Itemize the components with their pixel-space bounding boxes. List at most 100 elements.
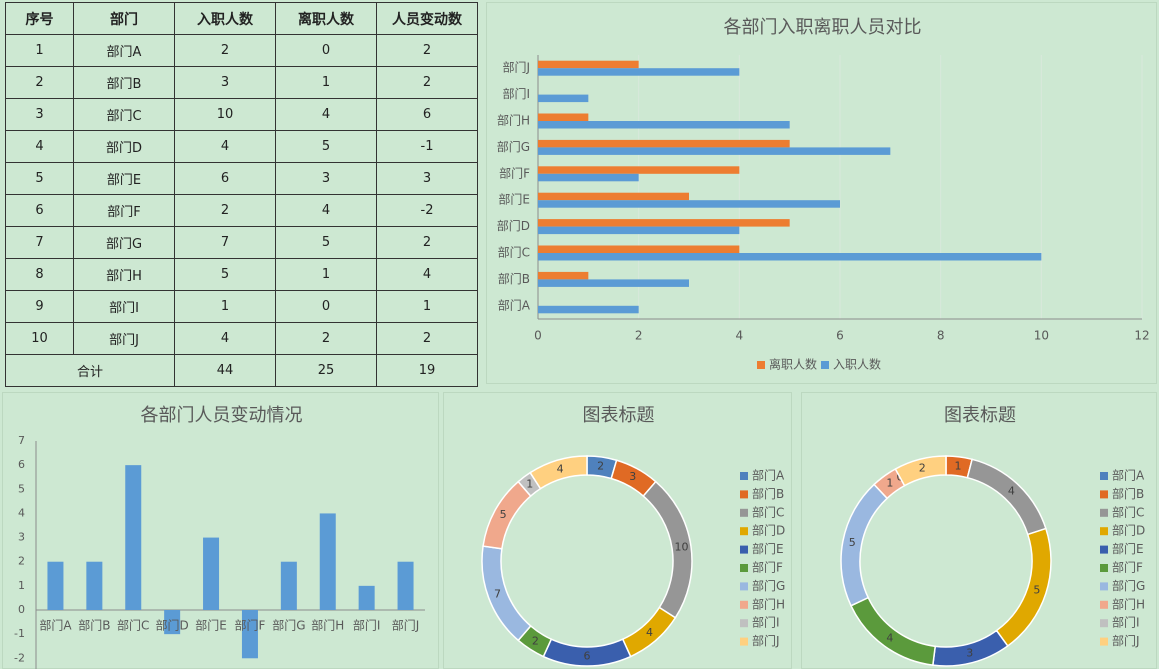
vbar-bar [47,561,64,610]
donut-slice [995,527,1052,647]
donut-legend-label: 部门F [1112,560,1143,575]
table-total-cell: 44 [174,354,276,387]
donut-legend-swatch [1100,527,1108,536]
header-dept: 部门 [73,2,175,35]
vbar-bar [86,561,103,610]
table-cell: 6 [5,194,74,227]
donut-data-label: 5 [1033,584,1040,597]
donut-data-label: 4 [1008,484,1015,497]
hbar-x-tick-label: 0 [534,329,542,343]
hbar-bar-hired [538,279,689,287]
table-cell: 0 [275,34,377,67]
vbar-bar [125,465,142,610]
vbar-chart-title: 各部门人员变动情况 [140,405,303,426]
table-cell: 1 [174,290,276,323]
donut-legend-label: 部门A [1112,468,1145,483]
hbar-x-tick-label: 10 [1034,329,1049,343]
legend-label-hired: 入职人数 [833,357,881,372]
donut-data-label: 10 [675,540,689,553]
donut-data-label: 1 [954,459,961,472]
donut-data-label: 6 [584,650,591,663]
donut-legend-label: 部门B [752,486,784,501]
donut-legend-label: 部门I [1112,615,1140,630]
table-cell: 4 [174,322,276,355]
vbar-y-tick-label: 2 [18,555,25,568]
vbar-chart: 7 6 5 4 3 2 1 0 -1 -2 部门A 部门B 部门C 部门D 部门E 部门F 部门G 部门H 部门I 部… [14,434,425,669]
hbar-bar-hired [538,173,639,182]
vbar-bar [397,561,414,610]
table-cell: 1 [275,66,377,99]
vbar-category-label: 部门I [353,618,381,633]
hbar-bar-left [538,271,589,280]
header-hired: 入职人数 [174,2,276,35]
table-row: 5 部门E 6 3 3 [5,162,478,195]
hbar-bar-left [538,245,740,253]
donut-legend-swatch [1100,545,1108,554]
hbar-category-label: 部门F [499,165,530,180]
table-row: 10 部门J 4 2 2 [5,322,478,355]
table-cell: 2 [376,66,478,99]
vbar-y-tick-label: 6 [18,458,25,471]
vbar-y-tick-label: 0 [18,603,25,616]
table-cell: 5 [275,226,377,259]
vbar-category-label: 部门C [117,618,149,633]
donut-legend-swatch [1100,600,1108,609]
vbar-category-label: 部门G [272,618,305,633]
legend-swatch-hired [821,361,829,369]
hbar-bar-hired [538,253,1042,261]
donut-legend-label: 部门G [1112,578,1145,593]
donut-data-label: 1 [886,477,893,490]
table-cell: 4 [275,98,377,131]
donut-legend-swatch [740,472,748,480]
hbar-category-label: 部门D [497,218,530,233]
vbar-category-label: 部门D [156,618,189,633]
donut-legend-label: 部门E [1112,541,1144,556]
donut-legend-label: 部门E [752,541,784,556]
donut-legend-label: 部门C [1112,504,1144,519]
vbar-category-label: 部门H [311,618,344,633]
donut-legend-label: 部门A [752,468,785,483]
table-cell: 8 [5,258,74,291]
vbar-y-tick-label: -2 [14,651,25,664]
donut-left-chart: 0145345102部门A部门B部门C部门D部门E部门F部门G部门H部门I部门J [840,455,1145,667]
table-row: 9 部门I 1 0 1 [5,290,478,323]
table-cell: 5 [174,258,276,291]
hbar-bar-hired [538,305,639,314]
table-cell: 6 [376,98,478,131]
donut-left-title: 图表标题 [944,405,1016,426]
table-cell: 1 [5,34,74,67]
donut-data-label: 2 [532,634,539,647]
vbar-y-tick-label: -1 [14,627,25,640]
donut-hired-chart: 2 3 10 4 6 2 7 5 1 4 部门A 部门B 部门C 部门D 部门E 部门F 部门G 部门H 部门I 部门… [481,455,785,667]
vbar-category-label: 部门B [78,618,110,633]
hbar-bar-hired [538,226,740,235]
vbar-bar [280,561,297,610]
hbar-chart: 0 2 4 6 8 10 12 部门A 部门B 部门C 部门D 部门E 部门F 部门G 部门H 部门I 部门J 离… [497,55,1150,372]
vbar-category-label: 部门J [392,618,420,633]
donut-legend-label: 部门G [752,578,785,593]
header-left: 离职人数 [275,2,377,35]
hbar-x-tick-label: 6 [836,329,844,343]
table-cell: 2 [376,226,478,259]
donut-data-label: 2 [919,462,926,475]
table-cell: 5 [275,130,377,163]
hbar-category-label: 部门A [498,297,531,312]
hbar-category-label: 部门C [498,245,530,260]
table-cell: 部门A [73,34,175,67]
donut-data-label: 4 [557,462,564,475]
donut-data-label: 4 [886,631,893,644]
hbar-category-label: 部门E [498,192,530,207]
donut-legend-label: 部门C [752,504,784,519]
hbar-bar-left [538,219,790,227]
donut-legend-label: 部门J [752,633,780,648]
donut-hired-panel: 图表标题 2 3 10 4 6 2 7 5 1 4 部门A 部门B 部门C 部门D 部门E 部门F 部门G 部门H… [443,392,792,669]
table-total-row: 合计 44 25 19 [5,354,478,387]
vbar-category-label: 部门E [195,618,227,633]
donut-data-label: 5 [500,508,507,521]
donut-legend-swatch [740,545,748,554]
donut-legend-swatch [1100,490,1108,499]
hbar-category-label: 部门G [497,139,530,154]
table-row: 2 部门B 3 1 2 [5,66,478,99]
donut-data-label: 5 [849,536,856,549]
donut-legend-label: 部门D [1112,523,1145,538]
